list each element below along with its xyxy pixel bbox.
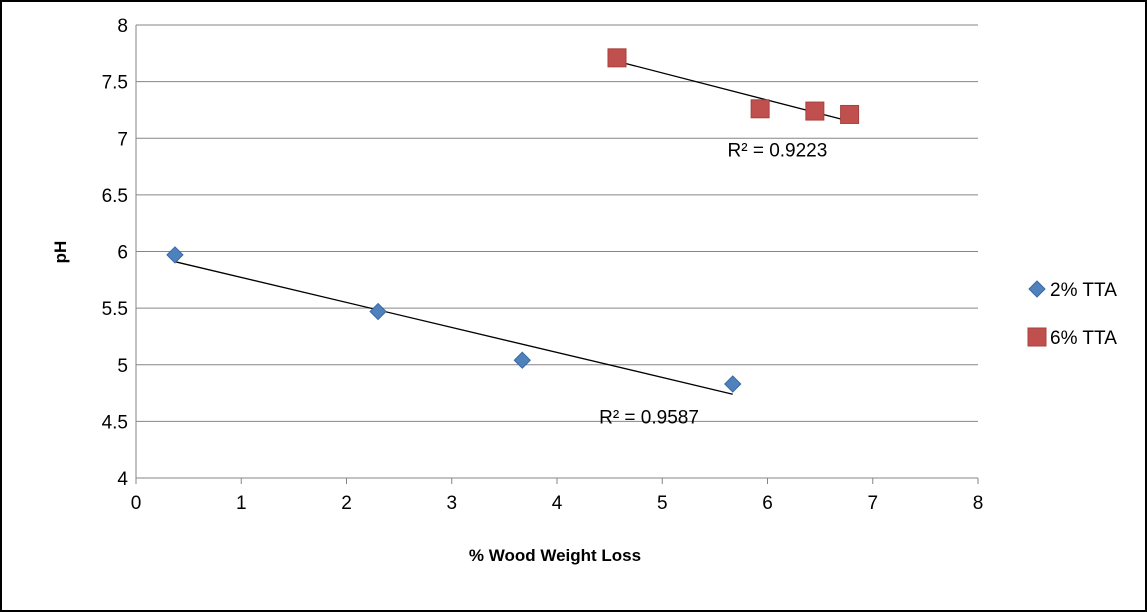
- data-point-diamond: [724, 375, 742, 393]
- y-tick-label: 5.5: [102, 299, 128, 320]
- legend-label: 6% TTA: [1050, 328, 1117, 349]
- x-tick-label: 1: [236, 493, 247, 514]
- data-point-square: [840, 104, 860, 124]
- x-tick-label: 6: [762, 493, 773, 514]
- data-point-diamond: [369, 302, 387, 321]
- trendline-series-1: [174, 261, 733, 395]
- legend-label: 2% TTA: [1050, 280, 1117, 301]
- data-point-square: [750, 99, 770, 119]
- legend: 2% TTA 6% TTA: [1027, 280, 1117, 349]
- r-squared-label: R² = 0.9587: [599, 408, 699, 429]
- x-tick-label: 2: [341, 493, 352, 514]
- x-tick-label: 4: [552, 493, 563, 514]
- y-tick-label: 6.5: [102, 186, 128, 207]
- y-tick-label: 8: [117, 16, 128, 37]
- y-tick-label: 7.5: [102, 73, 128, 94]
- x-tick-label: 8: [973, 493, 984, 514]
- trendlines: [174, 60, 850, 395]
- legend-marker-series-2: [1027, 327, 1047, 347]
- legend-marker-series-1: [1028, 280, 1046, 298]
- x-tick-label: 5: [657, 493, 668, 514]
- y-tick-label: 6: [117, 243, 128, 264]
- y-tick-label: 4: [117, 469, 128, 490]
- data-point-diamond: [513, 351, 531, 369]
- x-tick-labels: 0 1 2 3 4 5 6 7 8: [131, 478, 984, 514]
- y-tick-label: 7: [117, 129, 128, 150]
- gridlines: [136, 24, 978, 422]
- r-squared-label: R² = 0.9223: [728, 140, 828, 161]
- r-squared-annotations: R² = 0.9587 R² = 0.9223: [599, 140, 827, 428]
- x-axis-title: % Wood Weight Loss: [469, 546, 641, 565]
- data-point-square: [607, 48, 627, 68]
- data-point-square: [805, 101, 825, 121]
- y-tick-labels: 4 4.5 5 5.5 6 6.5 7 7.5 8: [102, 16, 129, 490]
- y-tick-label: 5: [117, 356, 128, 377]
- x-tick-label: 3: [446, 493, 457, 514]
- data-point-diamond: [166, 246, 184, 264]
- y-axis-title: pH: [51, 241, 70, 264]
- data-markers: [166, 48, 860, 393]
- x-tick-label: 7: [867, 493, 878, 514]
- y-tick-label: 4.5: [102, 412, 128, 433]
- x-tick-label: 0: [131, 493, 142, 514]
